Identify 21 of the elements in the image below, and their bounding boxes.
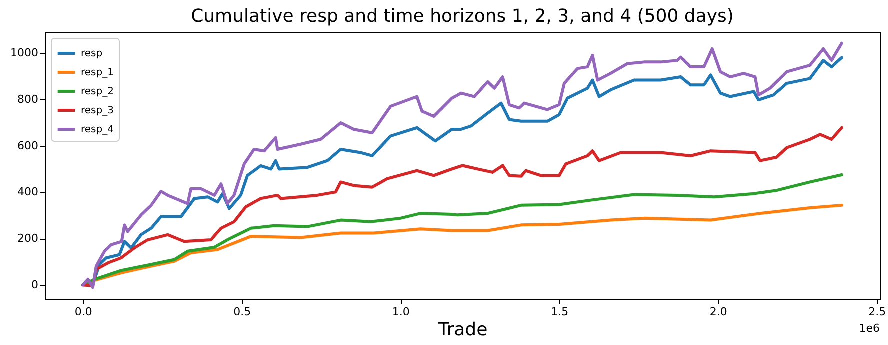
x-tick-label: 0.5 [234,306,252,318]
y-tick-label: 0 [32,278,38,292]
x-tick-label: 1.0 [392,306,410,318]
x-axis-title: Trade [437,320,488,340]
x-tick-label: 0.0 [74,306,92,318]
x-tick-label: 2.0 [710,306,728,318]
text: 1e6 [859,322,880,335]
y-tick-label: 600 [18,139,38,152]
legend-label: resp_1 [81,68,114,78]
legend-label: resp [81,48,103,60]
x-tick-label: 1.5 [551,306,569,318]
y-tick-label: 400 [18,186,38,199]
chart-title: Cumulative resp and time horizons 1, 2, 3, and 4 (500 days) [191,6,734,27]
legend-label: resp_2 [81,86,114,98]
line-series [82,126,844,288]
x-tick-label: 2.5 [868,306,886,318]
y-tick-label: 1000 [10,46,38,60]
legend-label: resp_3 [81,106,114,116]
y-tick-label: 200 [18,232,38,246]
y-tick-label: 800 [18,92,38,106]
legend-label: resp_4 [81,124,114,136]
